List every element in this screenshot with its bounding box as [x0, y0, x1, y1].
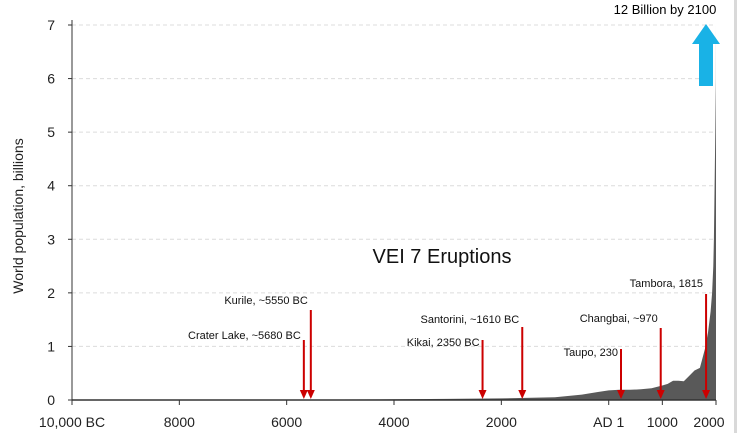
eruption-marker: Kurile, ~5550 BC [224, 295, 315, 399]
eruption-arrow-head [656, 390, 665, 399]
y-tick-label: 4 [47, 178, 55, 194]
y-axis-label: World population, billions [10, 138, 26, 293]
eruption-label: Crater Lake, ~5680 BC [188, 330, 301, 342]
y-tick-label: 0 [47, 392, 55, 408]
projection-up-arrow [692, 24, 720, 86]
y-tick-label: 2 [47, 285, 55, 301]
x-tick-label: 2000 [693, 414, 724, 430]
population-area [72, 25, 716, 400]
x-tick-label: 6000 [271, 414, 302, 430]
eruption-arrow-head [478, 390, 487, 399]
eruption-label: Kurile, ~5550 BC [224, 295, 308, 307]
eruption-marker: Crater Lake, ~5680 BC [188, 330, 308, 399]
x-tick-label: 2000 [486, 414, 517, 430]
eruption-arrow-head [299, 390, 308, 399]
eruption-arrow-head [306, 390, 315, 399]
eruption-marker: Tambora, 1815 [630, 278, 711, 399]
eruption-label: Kikai, 2350 BC [407, 337, 480, 349]
eruption-label: Tambora, 1815 [630, 278, 703, 290]
projection-marker: 12 Billion by 2100 [614, 2, 720, 86]
y-tick-label: 5 [47, 124, 55, 140]
eruption-marker: Changbai, ~970 [580, 313, 665, 399]
x-tick-label: AD 1 [593, 414, 624, 430]
axes [71, 20, 716, 401]
y-tick-label: 7 [47, 17, 55, 33]
eruption-marker: Taupo, 230 [564, 347, 626, 399]
grid-lines [72, 24, 716, 347]
x-tick-label: 10,000 BC [39, 414, 105, 430]
eruption-arrow-head [702, 390, 711, 399]
eruption-arrow-head [518, 390, 527, 399]
eruption-markers: Crater Lake, ~5680 BC Kurile, ~5550 BC Kik… [188, 278, 711, 399]
eruption-marker: Santorini, ~1610 BC [420, 314, 527, 399]
eruption-arrow-head [617, 390, 626, 399]
y-tick-label: 6 [47, 71, 55, 87]
x-tick-label: 8000 [164, 414, 195, 430]
eruption-label: Santorini, ~1610 BC [420, 314, 519, 326]
eruption-label: Taupo, 230 [564, 347, 618, 359]
eruption-marker: Kikai, 2350 BC [407, 337, 487, 399]
x-tick-label: 4000 [378, 414, 409, 430]
y-tick-label: 3 [47, 231, 55, 247]
eruption-label: Changbai, ~970 [580, 313, 658, 325]
frame-border [734, 0, 737, 433]
chart-title: VEI 7 Eruptions [373, 246, 512, 268]
tick-labels: 0 1 2 3 4 5 6 7 10,000 BC 8000 6000 4000 2000 AD 1 100… [39, 17, 725, 430]
x-tick-label: 1000 [647, 414, 678, 430]
y-tick-label: 1 [47, 338, 55, 354]
projection-label: 12 Billion by 2100 [614, 2, 717, 17]
